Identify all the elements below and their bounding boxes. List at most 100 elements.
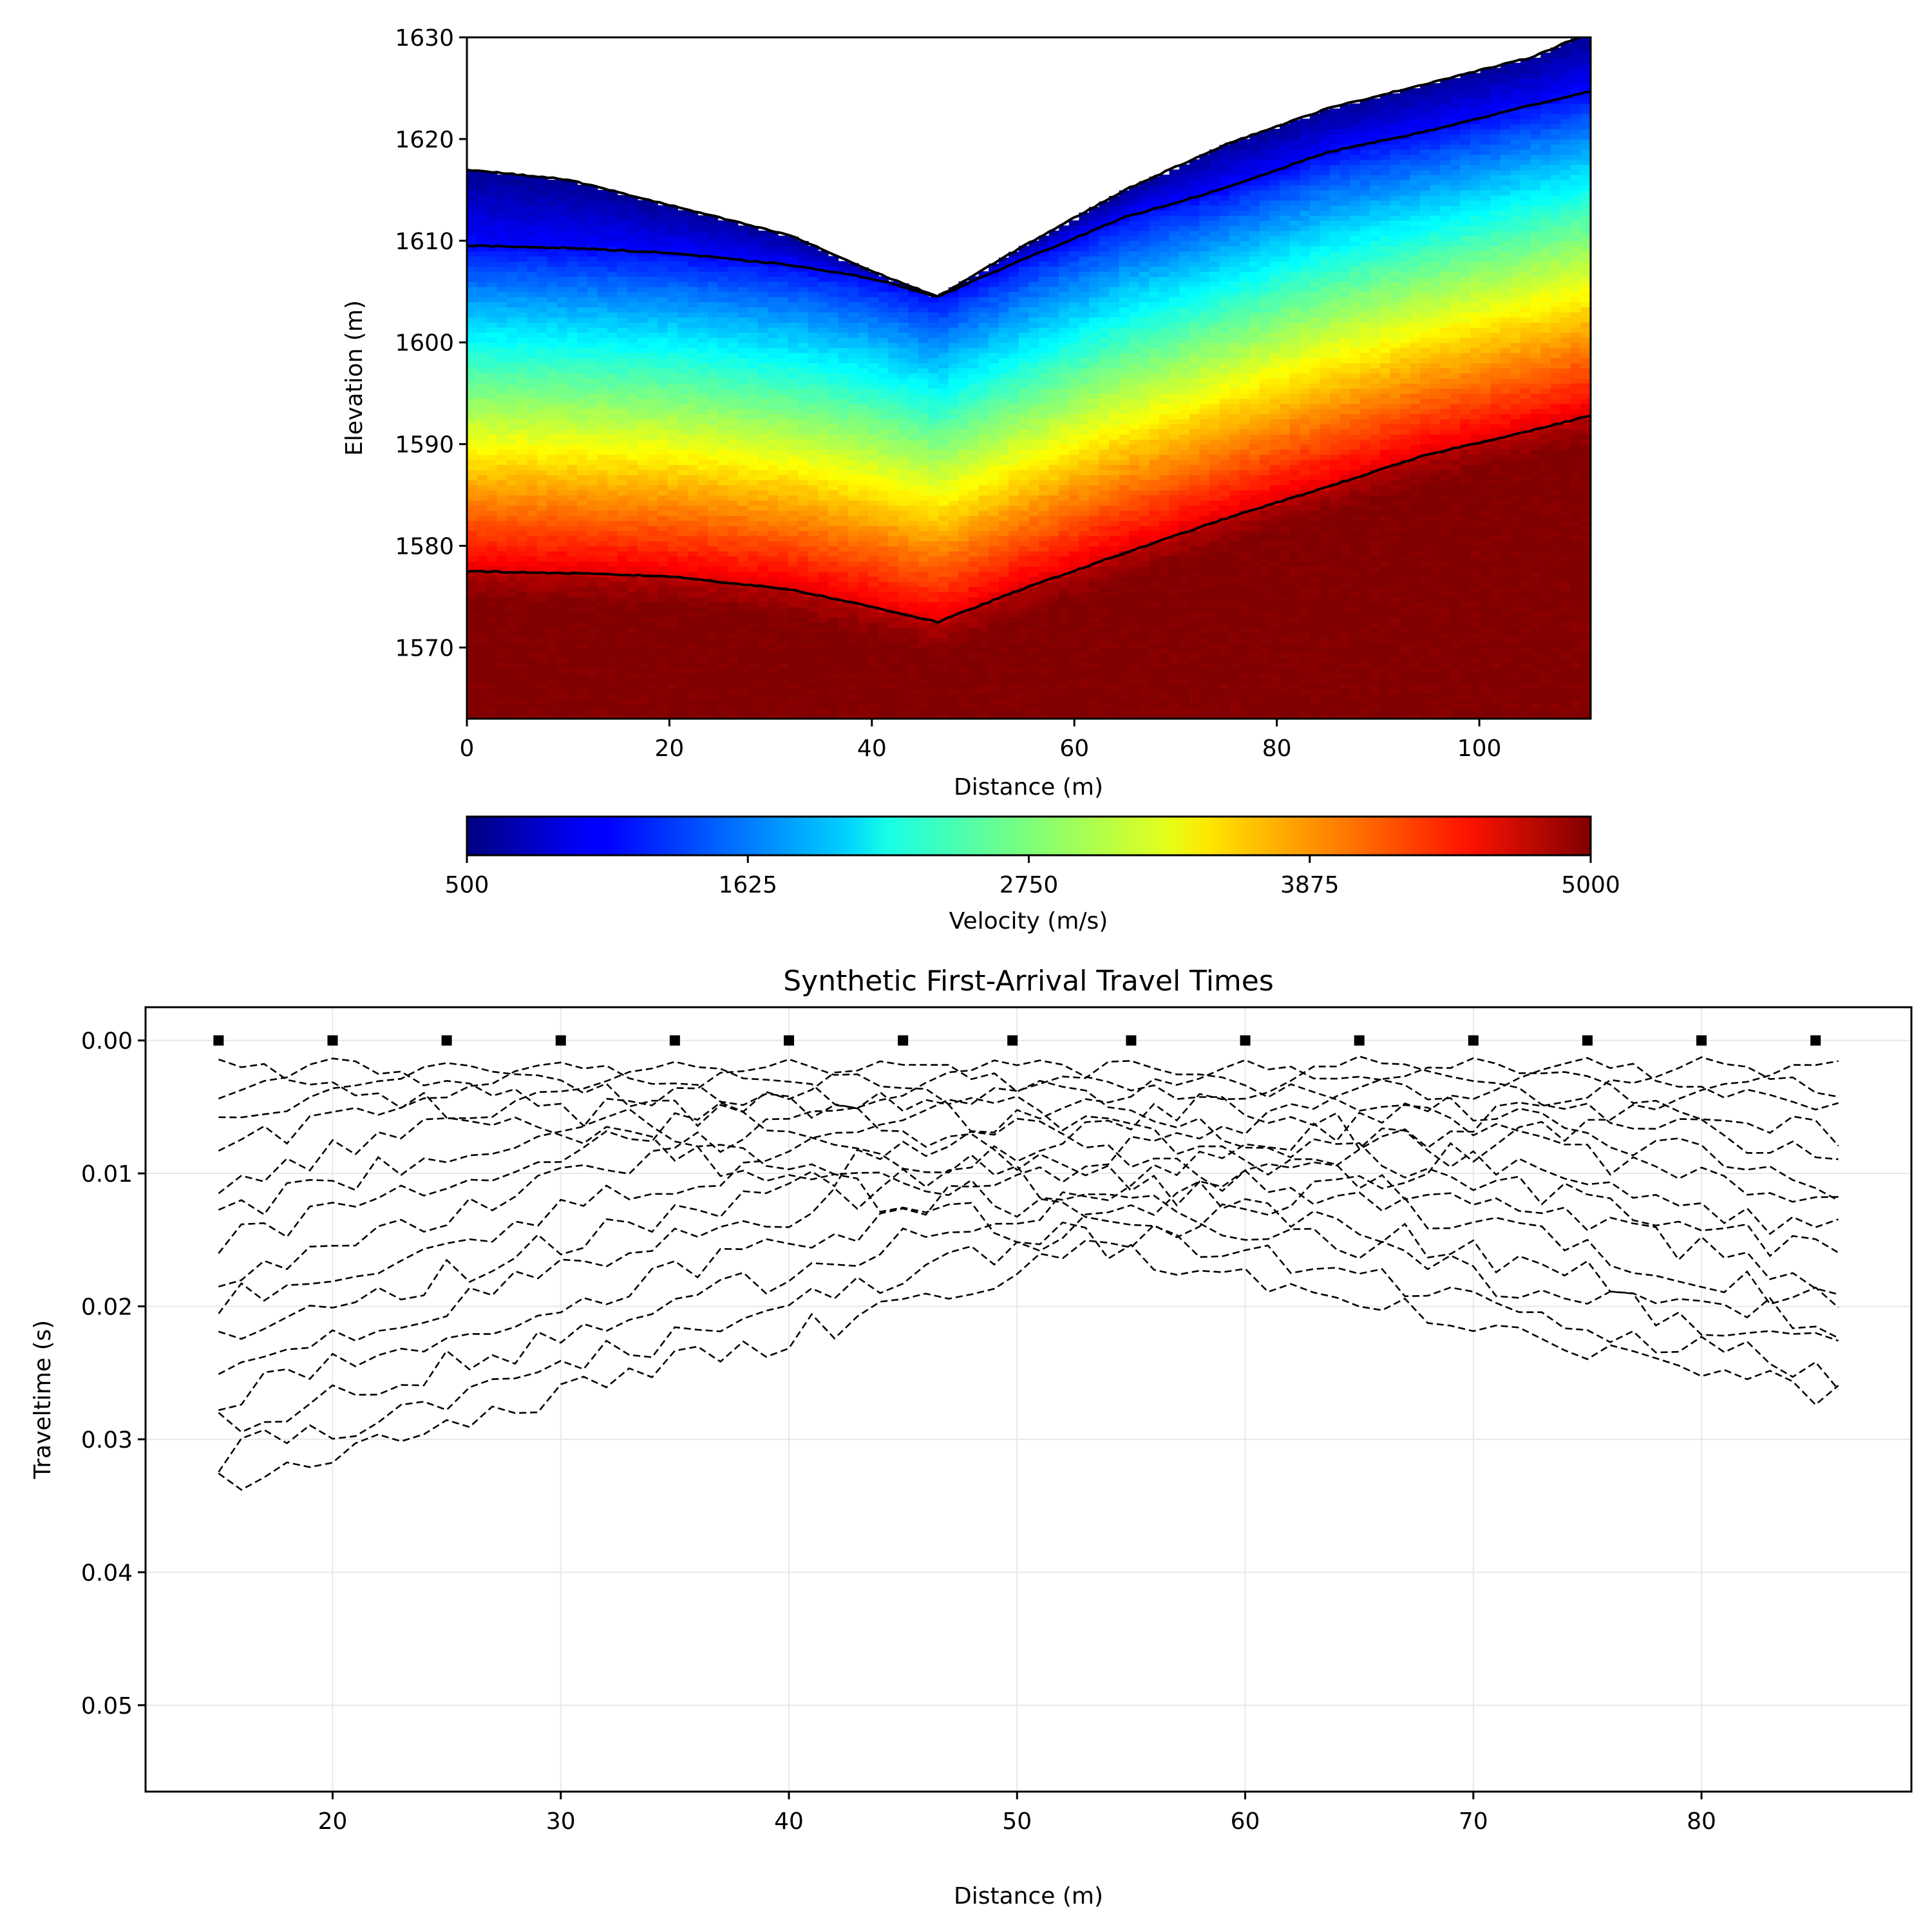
- velocity-cell: [878, 526, 889, 531]
- velocity-cell: [757, 510, 769, 516]
- velocity-cell: [717, 637, 728, 643]
- velocity-cell: [858, 581, 869, 587]
- velocity-cell: [587, 479, 598, 486]
- velocity-cell: [717, 505, 728, 511]
- velocity-cell: [557, 505, 568, 511]
- velocity-cell: [667, 612, 678, 618]
- velocity-cell: [828, 677, 839, 684]
- velocity-cell: [908, 693, 919, 699]
- velocity-cell: [717, 449, 728, 455]
- velocity-cell: [477, 347, 488, 354]
- velocity-cell: [667, 601, 678, 608]
- velocity-cell: [888, 444, 899, 450]
- velocity-cell: [888, 449, 899, 455]
- velocity-cell: [687, 495, 699, 501]
- velocity-cell: [958, 403, 969, 410]
- velocity-cell: [567, 281, 578, 287]
- velocity-cell: [577, 444, 588, 450]
- velocity-cell: [828, 373, 839, 379]
- velocity-cell: [557, 672, 568, 679]
- velocity-cell: [888, 526, 899, 531]
- velocity-cell: [808, 464, 819, 470]
- velocity-cell: [798, 627, 809, 633]
- velocity-cell: [537, 469, 548, 475]
- velocity-cell: [717, 652, 728, 659]
- velocity-cell: [858, 500, 869, 506]
- velocity-cell: [958, 489, 969, 496]
- velocity-cell: [778, 627, 789, 633]
- velocity-cell: [697, 307, 708, 313]
- velocity-cell: [788, 561, 799, 567]
- velocity-cell: [948, 383, 960, 389]
- velocity-cell: [898, 424, 909, 430]
- velocity-cell: [757, 571, 769, 577]
- velocity-cell: [838, 484, 849, 491]
- velocity-cell: [597, 714, 608, 719]
- velocity-cell: [647, 424, 658, 430]
- velocity-cell: [918, 342, 929, 348]
- velocity-cell: [647, 449, 658, 455]
- velocity-cell: [838, 347, 849, 354]
- velocity-cell: [838, 708, 849, 714]
- velocity-cell: [617, 220, 629, 226]
- velocity-cell: [617, 439, 629, 445]
- velocity-cell: [677, 225, 688, 231]
- velocity-cell: [908, 307, 919, 313]
- velocity-cell: [507, 433, 518, 440]
- velocity-cell: [918, 301, 929, 308]
- velocity-cell: [557, 231, 568, 236]
- velocity-cell: [597, 439, 608, 445]
- velocity-cell: [697, 526, 708, 531]
- velocity-cell: [637, 545, 649, 552]
- velocity-cell: [788, 698, 799, 705]
- velocity-cell: [567, 495, 578, 501]
- velocity-cell: [697, 408, 708, 415]
- velocity-cell: [858, 276, 869, 282]
- velocity-cell: [818, 261, 829, 267]
- velocity-cell: [728, 652, 739, 659]
- velocity-cell: [667, 714, 678, 719]
- velocity-cell: [658, 301, 668, 308]
- velocity-cell: [658, 505, 668, 511]
- velocity-cell: [597, 240, 608, 247]
- velocity-cell: [808, 622, 819, 628]
- velocity-cell: [557, 413, 568, 419]
- velocity-cell: [938, 307, 949, 313]
- velocity-cell: [537, 526, 548, 531]
- velocity-cell: [477, 663, 488, 668]
- velocity-cell: [707, 276, 719, 282]
- velocity-cell: [707, 408, 719, 415]
- velocity-cell: [507, 210, 518, 216]
- velocity-cell: [627, 688, 638, 694]
- velocity-cell: [818, 307, 829, 313]
- velocity-cell: [948, 393, 960, 399]
- velocity-cell: [567, 672, 578, 679]
- velocity-cell: [878, 342, 889, 348]
- velocity-cell: [737, 510, 749, 516]
- velocity-cell: [888, 469, 899, 475]
- velocity-cell: [928, 347, 940, 354]
- velocity-cell: [798, 591, 809, 598]
- velocity-cell: [828, 317, 839, 323]
- velocity-cell: [948, 698, 960, 705]
- velocity-cell: [577, 256, 588, 262]
- velocity-cell: [697, 647, 708, 654]
- velocity-cell: [697, 495, 708, 501]
- velocity-cell: [928, 479, 940, 486]
- velocity-cell: [687, 677, 699, 684]
- velocity-cell: [497, 215, 508, 221]
- velocity-cell: [969, 677, 980, 684]
- velocity-cell: [627, 469, 638, 475]
- velocity-cell: [838, 668, 849, 674]
- velocity-cell: [768, 677, 779, 684]
- velocity-cell: [647, 677, 658, 684]
- velocity-cell: [516, 225, 528, 231]
- velocity-cell: [728, 225, 739, 231]
- velocity-cell: [908, 627, 919, 633]
- velocity-cell: [848, 535, 859, 542]
- velocity-cell: [918, 708, 929, 714]
- velocity-cell: [587, 393, 598, 399]
- velocity-cell: [858, 403, 869, 410]
- velocity-cell: [768, 393, 779, 399]
- velocity-cell: [717, 245, 728, 252]
